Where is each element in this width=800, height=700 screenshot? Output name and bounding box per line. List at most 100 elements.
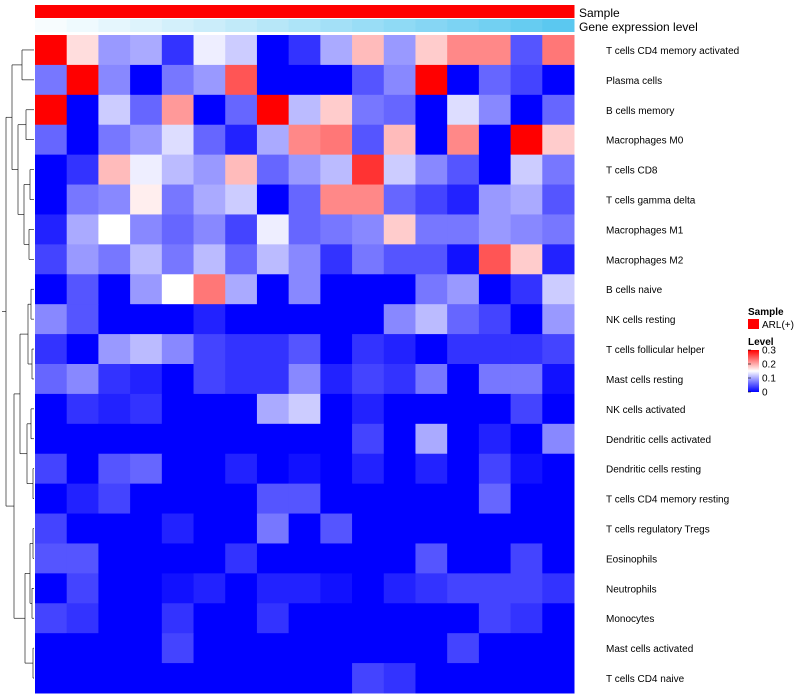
heatmap-cell bbox=[130, 453, 163, 485]
heatmap-cell bbox=[447, 513, 480, 544]
heatmap-cell bbox=[478, 513, 512, 544]
heatmap-cell bbox=[193, 124, 226, 156]
row-label: Neutrophils bbox=[606, 584, 657, 595]
heatmap-cell bbox=[542, 124, 575, 156]
heatmap-cell bbox=[415, 453, 448, 485]
heatmap-cell bbox=[288, 663, 321, 694]
heatmap-cell bbox=[35, 483, 68, 515]
heatmap-cell bbox=[415, 154, 448, 186]
heatmap-cell bbox=[193, 274, 226, 305]
heatmap-cell bbox=[478, 214, 512, 245]
heatmap-cell bbox=[352, 244, 385, 275]
heatmap-cell bbox=[447, 573, 480, 604]
heatmap-cell bbox=[447, 124, 480, 156]
heatmap-cell bbox=[225, 543, 258, 574]
heatmap-cell bbox=[66, 453, 99, 485]
heatmap-cell bbox=[478, 663, 512, 694]
heatmap-cell bbox=[66, 423, 99, 455]
heatmap-cell bbox=[66, 393, 99, 425]
heatmap-cell bbox=[288, 154, 321, 186]
heatmap-cell bbox=[225, 64, 258, 96]
heatmap-cell bbox=[478, 274, 512, 305]
row-label: Mast cells resting bbox=[606, 375, 683, 386]
heatmap-cell bbox=[161, 184, 195, 215]
heatmap-cell bbox=[415, 543, 448, 574]
heatmap-cell bbox=[193, 543, 226, 574]
heatmap-cell bbox=[288, 244, 321, 275]
heatmap-cell bbox=[98, 513, 131, 544]
heatmap-cell bbox=[320, 603, 353, 634]
heatmap-cell bbox=[256, 513, 290, 544]
heatmap-cell bbox=[225, 35, 258, 66]
heatmap-cell bbox=[35, 603, 68, 634]
heatmap-cell bbox=[256, 94, 290, 126]
heatmap-cell bbox=[256, 573, 290, 604]
heatmap-cell bbox=[352, 214, 385, 245]
heatmap-cell bbox=[35, 423, 68, 455]
heatmap-cell bbox=[66, 603, 99, 634]
annotation-sample-cell bbox=[225, 5, 258, 18]
heatmap-cell bbox=[320, 274, 353, 305]
heatmap-cell bbox=[447, 184, 480, 215]
heatmap-cell bbox=[288, 423, 321, 455]
heatmap-cell bbox=[352, 573, 385, 604]
heatmap-cell bbox=[161, 304, 195, 335]
heatmap-cell bbox=[478, 154, 512, 186]
heatmap-cell bbox=[66, 483, 99, 515]
heatmap-cell bbox=[415, 603, 448, 634]
heatmap-cell bbox=[98, 663, 131, 694]
heatmap-cell bbox=[193, 453, 226, 485]
heatmap-cell bbox=[193, 633, 226, 664]
heatmap-cell bbox=[352, 483, 385, 515]
heatmap-cell bbox=[510, 244, 543, 275]
heatmap-cell bbox=[542, 573, 575, 604]
heatmap-cell bbox=[320, 124, 353, 156]
heatmap-cell bbox=[256, 274, 290, 305]
heatmap-cell bbox=[415, 94, 448, 126]
legend-sample-entry: ARL(+) bbox=[762, 320, 794, 331]
annotation-gene-expression-cell bbox=[256, 19, 290, 32]
heatmap-cell bbox=[35, 35, 68, 66]
heatmap-cell bbox=[130, 543, 163, 574]
heatmap-cell bbox=[66, 543, 99, 574]
heatmap-cell bbox=[35, 334, 68, 365]
annotation-sample-cell bbox=[447, 5, 480, 18]
row-label: T cells CD4 memory resting bbox=[606, 495, 729, 506]
heatmap-cell bbox=[510, 663, 543, 694]
heatmap-cell bbox=[161, 154, 195, 186]
annotation-sample-cell bbox=[288, 5, 321, 18]
heatmap-cell bbox=[415, 304, 448, 335]
heatmap-cell bbox=[225, 244, 258, 275]
heatmap-cell bbox=[288, 543, 321, 574]
heatmap-cell bbox=[352, 364, 385, 395]
heatmap-cell bbox=[352, 393, 385, 425]
heatmap-cell bbox=[193, 154, 226, 186]
heatmap-cell bbox=[193, 364, 226, 395]
heatmap-cell bbox=[256, 603, 290, 634]
heatmap-cell bbox=[225, 364, 258, 395]
row-label: T cells CD8 bbox=[606, 166, 658, 177]
heatmap-cell bbox=[161, 513, 195, 544]
heatmap-cell bbox=[478, 304, 512, 335]
heatmap-cell bbox=[98, 94, 131, 126]
heatmap-cell bbox=[161, 334, 195, 365]
heatmap-cell bbox=[161, 663, 195, 694]
annotation-gene-expression-cell bbox=[130, 19, 163, 32]
heatmap-cell bbox=[66, 573, 99, 604]
annotation-sample-cell bbox=[510, 5, 543, 18]
heatmap-cell bbox=[98, 453, 131, 485]
heatmap-cell bbox=[225, 154, 258, 186]
heatmap-cell bbox=[415, 334, 448, 365]
heatmap-cell bbox=[542, 483, 575, 515]
row-label: Macrophages M0 bbox=[606, 136, 684, 147]
heatmap-cell bbox=[35, 94, 68, 126]
heatmap-cell bbox=[288, 483, 321, 515]
heatmap-cell bbox=[415, 184, 448, 215]
heatmap-cell bbox=[447, 244, 480, 275]
heatmap-cell bbox=[130, 94, 163, 126]
heatmap-cell bbox=[542, 423, 575, 455]
column-annotations: Sample Gene expression level bbox=[35, 5, 698, 34]
heatmap-cell bbox=[130, 64, 163, 96]
legend-level-ticks: 0.3 0.2 0.1 0 bbox=[748, 346, 776, 399]
annotation-gene-expression-cell bbox=[98, 19, 131, 32]
